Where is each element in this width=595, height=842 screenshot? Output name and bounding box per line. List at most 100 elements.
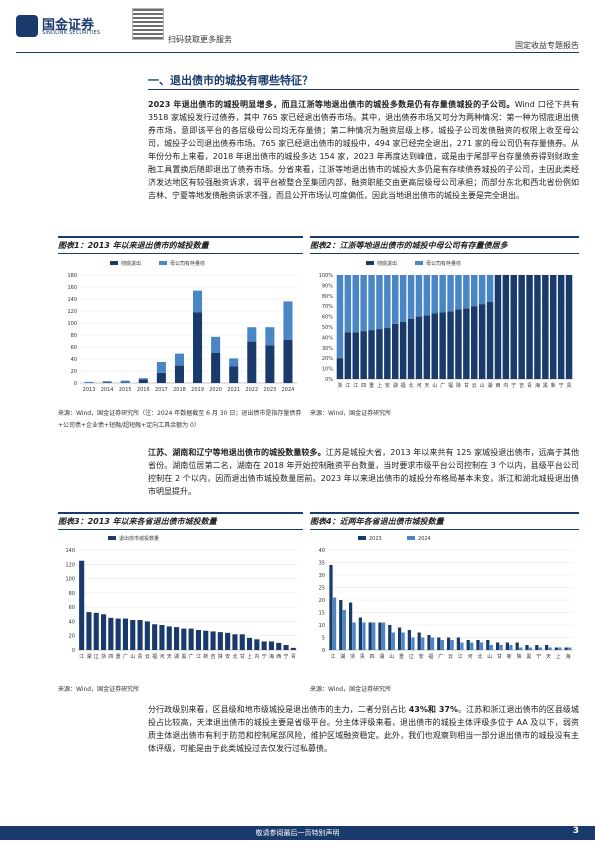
- legend-swatch: [415, 261, 423, 265]
- x-tick-label: 贵: [567, 382, 572, 389]
- y-tick-label: 140: [67, 297, 77, 303]
- footer-disclaimer-link[interactable]: 敬请参阅最后一页特别声明: [255, 829, 340, 837]
- legend-label: 退出债市城投数量: [119, 535, 159, 542]
- figure-1-source: 来源：Wind，国金证券研究所（注：2024 年数据截至 6 月 30 日；退出…: [58, 410, 302, 429]
- bar-2023: [486, 640, 490, 650]
- x-tick-label: 天: [546, 654, 551, 660]
- x-tick-label: 四: [108, 654, 113, 660]
- bar-彻底退出: [518, 275, 525, 379]
- x-tick-label: 云: [448, 654, 453, 660]
- bar-2023: [407, 630, 412, 650]
- bar-彻底退出: [439, 312, 446, 379]
- y-tick-label: 60: [69, 605, 75, 611]
- x-tick-label: 浙: [101, 653, 106, 660]
- legend-label: 母公司有存量债: [426, 260, 461, 267]
- bar-彻底退出: [247, 341, 257, 383]
- bar-彻底退出: [336, 358, 344, 379]
- bar-彻底退出: [399, 321, 407, 379]
- x-tick-label: 云: [145, 654, 150, 660]
- bar-母公司有存量债: [336, 275, 344, 359]
- x-tick-label: 浙: [350, 653, 355, 660]
- bar-退出债市城投数量: [261, 641, 267, 650]
- bar-彻底退出: [415, 316, 423, 379]
- figure-2-svg: 彻底退出 母公司有存量债 0% 10% 20% 30% 40% 50% 60% 70% 80% 90%…: [319, 260, 573, 389]
- bar-彻底退出: [455, 309, 462, 379]
- bar-彻底退出: [352, 332, 359, 379]
- bar-2024: [381, 622, 386, 650]
- bar-2023: [535, 645, 539, 650]
- x-tick-label: 上: [247, 653, 252, 660]
- y-tick-label: 40: [71, 357, 77, 363]
- y-tick-label: 0: [72, 648, 75, 654]
- y-tick-label: 10: [319, 623, 325, 629]
- x-tick-label: 辽: [94, 653, 99, 660]
- x-tick-label: 西: [495, 383, 500, 389]
- y-tick-label: 140: [65, 548, 75, 554]
- x-tick-label: 甘: [464, 382, 469, 389]
- x-tick-label: 江: [458, 653, 463, 660]
- bar-彻底退出: [463, 308, 470, 379]
- bar-2024: [499, 645, 503, 650]
- y-tick-label: 20: [69, 634, 75, 640]
- bar-彻底退出: [447, 311, 454, 379]
- x-tick-label: 上: [556, 653, 561, 660]
- bar-彻底退出: [265, 345, 275, 383]
- section-title: 一、退出债市的城投有哪些特征？: [148, 74, 313, 87]
- bar-退出债市城投数量: [246, 637, 253, 650]
- bar-彻底退出: [229, 366, 239, 383]
- y-tick-label: 30%: [322, 346, 333, 352]
- bar-2023: [378, 622, 382, 650]
- x-tick-label: 陕: [218, 653, 223, 660]
- y-tick-label: 0%: [325, 377, 333, 383]
- bar-退出债市城投数量: [188, 628, 194, 650]
- bar-母公司有存量债: [352, 275, 359, 333]
- figure-3-chart: 退出债市城投数量 0 20 40 60 80 100 120 140 江湖辽浙四重广山贵云福河天湖…: [58, 530, 303, 670]
- bar-2024: [352, 622, 356, 650]
- bar-母公司有存量债: [376, 275, 383, 330]
- bar-2024: [342, 610, 346, 650]
- x-tick-label: 西: [276, 654, 281, 660]
- figure-4-title: 图表4：近两年各省退出债市城投数量: [310, 512, 579, 530]
- paragraph-2-body: 江苏是城投大省，2013 年以来共有 125 家城投退出债市，远高于其他省份。湖…: [148, 448, 579, 496]
- bar-退出债市城投数量: [166, 626, 172, 650]
- y-tick-label: 90%: [322, 283, 333, 289]
- x-tick-label: 青: [291, 653, 296, 660]
- legend-label: 母公司有存量债: [170, 260, 205, 267]
- bar-母公司有存量债: [344, 275, 352, 333]
- bar-母公司有存量债: [455, 275, 462, 310]
- x-tick-label: 黑: [181, 654, 186, 660]
- bar-退出债市城投数量: [173, 627, 180, 650]
- header-divider: [16, 52, 579, 53]
- bar-母公司有存量债: [265, 327, 275, 346]
- figure-4-chart: 2023 2024 0 5 10 15 20 25 30 35 40 江湖浙贵四湖山重辽安福广云江河北…: [310, 530, 579, 670]
- figure-1-title: 图表1：2013 年以来退出债市的城投数量: [58, 236, 303, 254]
- x-tick-label: 宁: [262, 653, 267, 660]
- legend-label: 彻底退出: [377, 260, 397, 267]
- bar-退出债市城投数量: [108, 617, 114, 650]
- bar-2024: [558, 647, 562, 650]
- x-tick-label: 江: [330, 653, 335, 660]
- qr-code-icon[interactable]: [132, 8, 164, 40]
- x-tick-label: 2020: [209, 387, 222, 393]
- y-tick-label: 70%: [322, 304, 333, 310]
- bar-退出债市城投数量: [217, 632, 223, 650]
- y-tick-label: 50%: [322, 325, 333, 331]
- bar-母公司有存量债: [399, 275, 407, 322]
- bar-2023: [525, 645, 529, 650]
- bar-彻底退出: [550, 275, 557, 379]
- bar-母公司有存量债: [439, 275, 446, 313]
- y-tick-label: 100%: [319, 273, 334, 279]
- bar-2023: [348, 602, 353, 650]
- bar-母公司有存量债: [174, 353, 184, 366]
- bar-2024: [440, 640, 444, 650]
- legend-swatch: [108, 536, 116, 540]
- y-tick-label: 60%: [322, 315, 333, 321]
- bar-2024: [568, 647, 572, 650]
- x-tick-label: 广: [438, 653, 443, 660]
- bar-2024: [421, 637, 425, 650]
- y-tick-label: 5: [322, 636, 325, 642]
- x-tick-label: 宁: [511, 382, 516, 389]
- bar-母公司有存量债: [156, 362, 166, 373]
- bar-2023: [397, 627, 402, 650]
- section-divider: [148, 89, 579, 90]
